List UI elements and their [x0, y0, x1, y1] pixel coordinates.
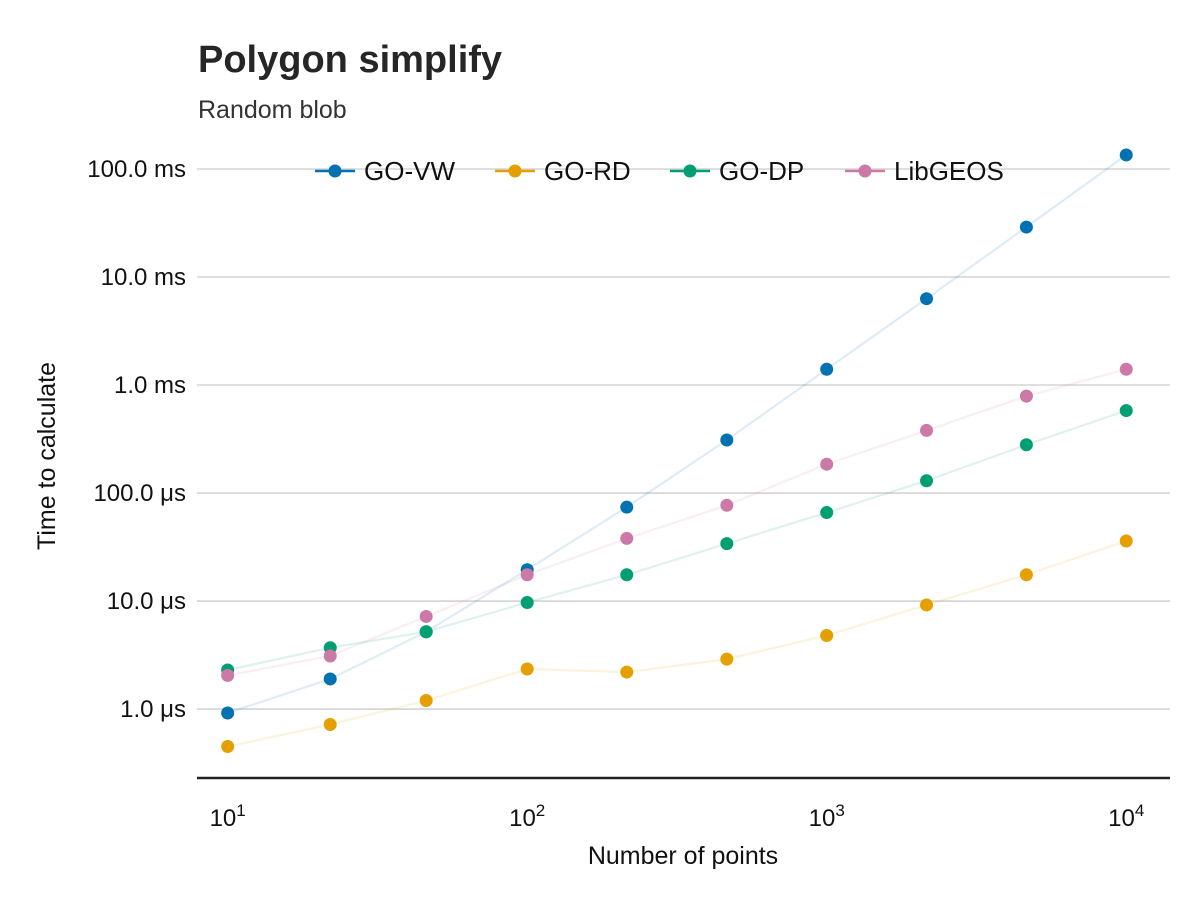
data-point-libgeos	[720, 498, 734, 512]
legend-swatch-marker	[858, 164, 872, 178]
data-point-go-rd	[920, 598, 934, 612]
x-tick-labels: 101 102 103 104	[210, 801, 1145, 832]
series-line-libgeos	[227, 368, 1127, 677]
x-axis-label: Number of points	[588, 842, 778, 870]
data-point-go-vw	[820, 362, 834, 376]
data-point-go-rd	[1119, 534, 1133, 548]
legend-label: GO-RD	[544, 156, 631, 186]
legend: GO-VW GO-RD GO-DP LibGEOS	[315, 156, 1004, 186]
legend-item-libgeos: LibGEOS	[845, 156, 1004, 186]
data-point-libgeos	[620, 531, 634, 545]
data-point-go-rd	[1019, 568, 1033, 582]
data-point-go-vw	[620, 500, 634, 514]
data-point-go-dp	[820, 506, 834, 520]
series-go-dp	[221, 404, 1133, 677]
y-tick-label: 10.0 ms	[101, 264, 186, 291]
data-point-go-dp	[520, 595, 534, 609]
data-point-libgeos	[419, 609, 433, 623]
data-point-go-rd	[419, 694, 433, 708]
data-point-go-dp	[920, 474, 934, 488]
x-tick-label: 103	[809, 801, 845, 832]
plot-area	[221, 148, 1133, 754]
legend-swatch-marker	[508, 164, 522, 178]
y-tick-label: 1.0 ms	[114, 372, 186, 399]
legend-swatch-marker	[328, 164, 342, 178]
data-point-go-dp	[720, 537, 734, 551]
data-point-go-rd	[820, 628, 834, 642]
data-point-go-dp	[620, 568, 634, 582]
legend-item-go-vw: GO-VW	[315, 156, 455, 186]
legend-label: LibGEOS	[894, 156, 1004, 186]
data-point-go-vw	[1119, 148, 1133, 162]
y-tick-label: 10.0 μs	[107, 588, 186, 615]
series-libgeos	[221, 362, 1133, 682]
series-go-vw	[221, 148, 1133, 720]
data-point-libgeos	[520, 568, 534, 582]
data-point-libgeos	[1119, 362, 1133, 376]
data-point-libgeos	[221, 668, 235, 682]
data-point-go-rd	[620, 665, 634, 679]
series-line-go-vw	[227, 154, 1127, 715]
legend-swatch-marker	[683, 164, 697, 178]
y-tick-label: 100.0 μs	[93, 480, 186, 507]
chart-subtitle: Random blob	[198, 96, 347, 124]
data-point-go-vw	[221, 706, 235, 720]
data-point-go-dp	[419, 625, 433, 639]
data-point-go-rd	[323, 717, 337, 731]
data-point-go-vw	[920, 292, 934, 306]
series-line-go-dp	[227, 409, 1127, 672]
x-tick-label: 102	[509, 801, 545, 832]
data-point-go-dp	[1019, 438, 1033, 452]
chart-title: Polygon simplify	[198, 39, 502, 81]
data-point-go-rd	[221, 740, 235, 754]
data-point-libgeos	[323, 649, 337, 663]
series-line-go-rd	[227, 539, 1127, 748]
data-point-libgeos	[820, 457, 834, 471]
data-point-libgeos	[1019, 389, 1033, 403]
series-go-rd	[221, 534, 1133, 754]
data-point-go-vw	[1019, 220, 1033, 234]
data-point-go-vw	[323, 672, 337, 686]
data-point-go-vw	[720, 433, 734, 447]
y-tick-label: 1.0 μs	[120, 696, 186, 723]
x-tick-label: 104	[1108, 801, 1144, 832]
legend-label: GO-VW	[364, 156, 455, 186]
y-tick-labels: 1.0 μs 10.0 μs 100.0 μs 1.0 ms 10.0 ms 100.0 …	[87, 156, 186, 723]
y-axis-label: Time to calculate	[33, 362, 61, 550]
data-point-go-rd	[720, 652, 734, 666]
legend-item-go-dp: GO-DP	[670, 156, 804, 186]
legend-item-go-rd: GO-RD	[495, 156, 631, 186]
data-point-go-dp	[1119, 404, 1133, 418]
x-tick-label: 101	[210, 801, 246, 832]
data-point-go-rd	[520, 662, 534, 676]
legend-label: GO-DP	[719, 156, 804, 186]
y-gridlines	[197, 168, 1170, 710]
data-point-libgeos	[920, 423, 934, 437]
y-tick-label: 100.0 ms	[87, 156, 186, 183]
